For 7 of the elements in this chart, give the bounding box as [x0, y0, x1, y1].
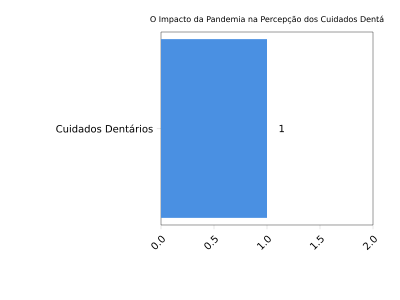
- x-tick-label: 2.0: [362, 236, 377, 250]
- x-tick-label: 0.5: [204, 235, 218, 250]
- x-tick-label: 0.0: [151, 236, 165, 250]
- x-tick-label: 1.0: [256, 236, 271, 250]
- x-tick-label: 1.5: [310, 235, 324, 250]
- data-label: 1: [280, 124, 284, 132]
- y-tick-label: Cuidados Dentários: [56, 124, 153, 133]
